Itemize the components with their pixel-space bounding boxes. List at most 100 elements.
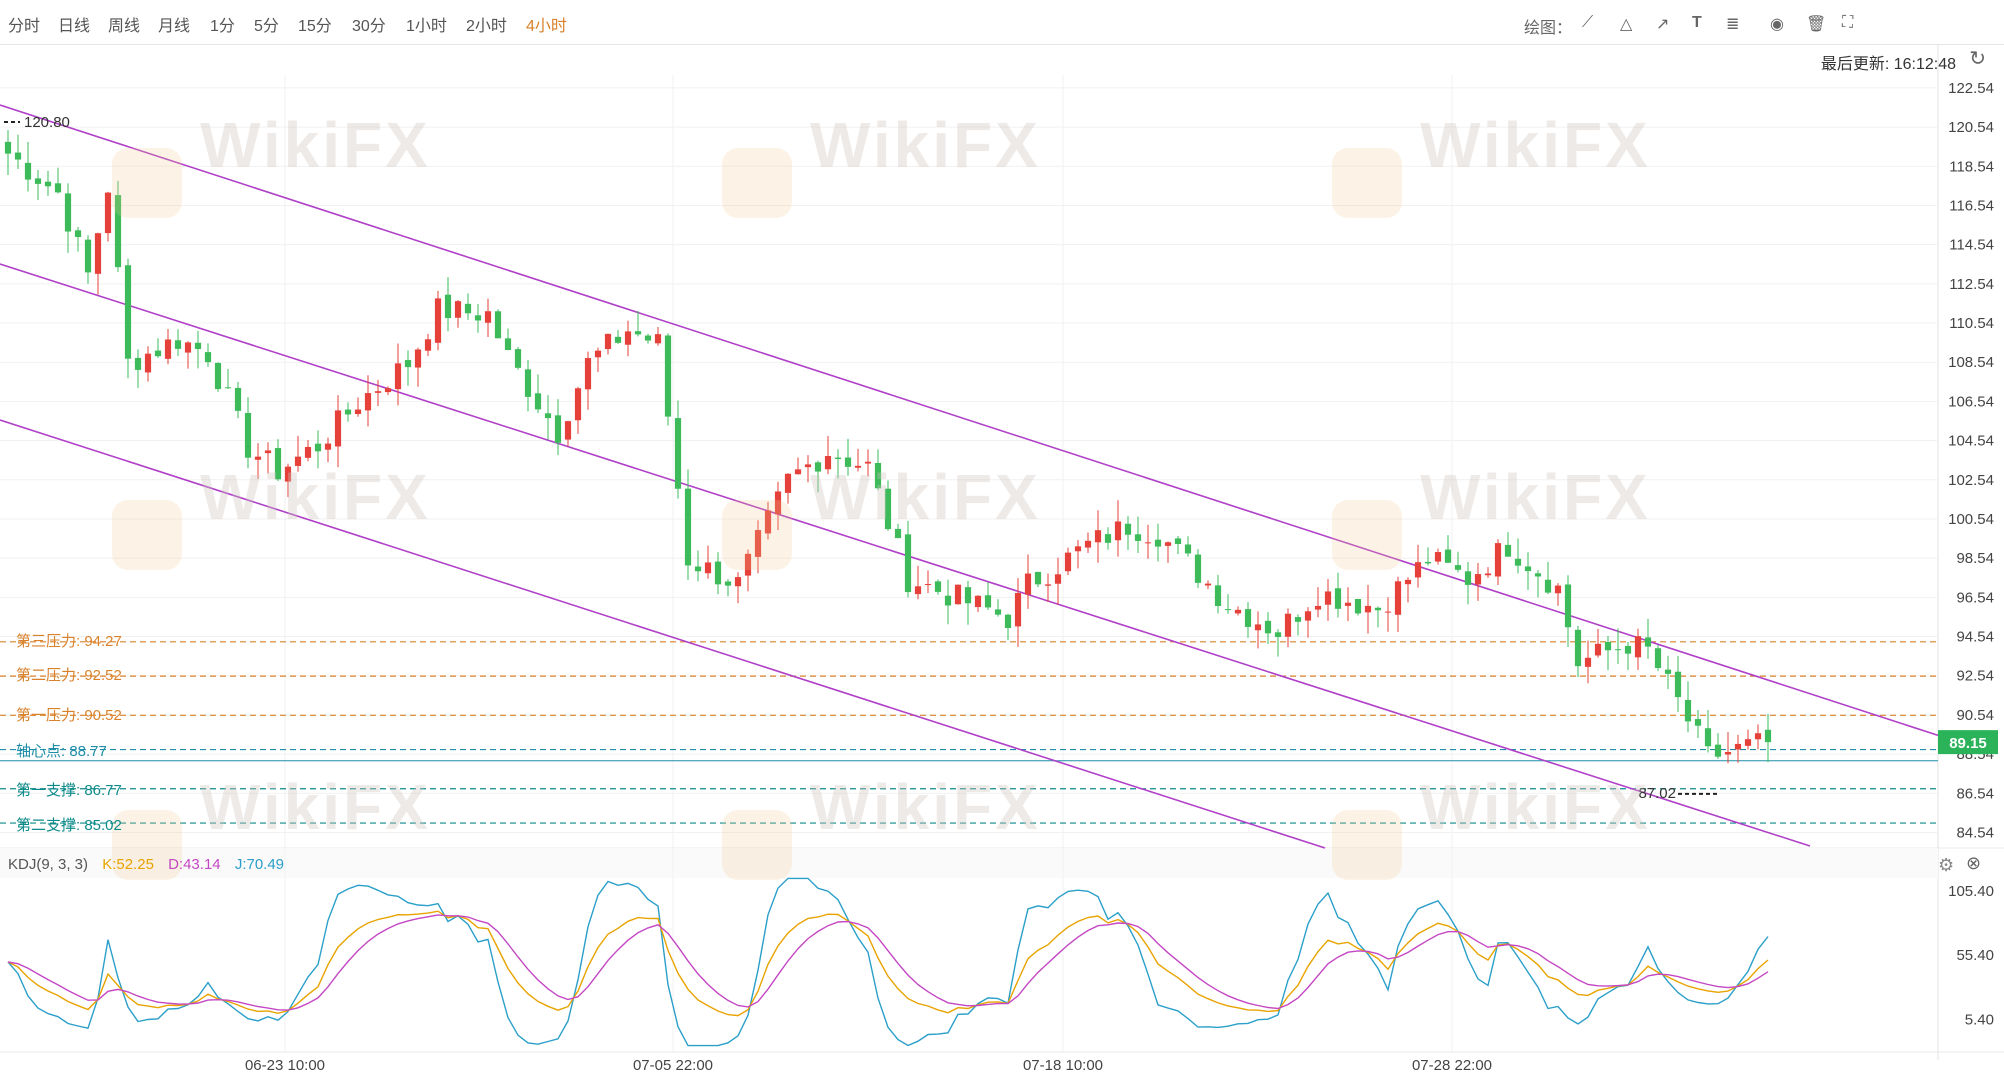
- candle-body: [1724, 751, 1732, 755]
- candle-body: [154, 350, 162, 357]
- y-tick-label: 114.54: [1949, 237, 1994, 254]
- fullscreen-icon[interactable]: ⛶: [1842, 14, 1854, 31]
- candle-body: [634, 331, 642, 335]
- period-tab-active[interactable]: 4小时: [526, 18, 567, 35]
- period-tab[interactable]: 日线: [58, 18, 91, 35]
- candle-body: [704, 562, 712, 574]
- candle-body: [794, 469, 802, 475]
- candle-body: [314, 443, 322, 452]
- channel-lower: [0, 419, 1326, 849]
- resistance-2-label: 第二压力: 92.52: [16, 667, 122, 684]
- candle-body: [1144, 542, 1152, 544]
- visibility-icon[interactable]: ◉: [1770, 16, 1784, 33]
- triangle-icon[interactable]: △: [1620, 16, 1633, 33]
- candle-body: [754, 530, 762, 557]
- period-tab[interactable]: 30分: [352, 18, 386, 35]
- candle-body: [574, 388, 582, 421]
- y-tick-label: 92.54: [1956, 668, 1994, 685]
- candle-body: [984, 595, 992, 608]
- candle-body: [1594, 643, 1602, 656]
- period-tab[interactable]: 分时: [8, 18, 41, 35]
- watermark: WikiFX: [810, 109, 1041, 181]
- low-marker-label: 87.02: [1638, 785, 1676, 802]
- candle-body: [1504, 544, 1512, 557]
- candle-body: [844, 457, 852, 467]
- candle-body: [1014, 593, 1022, 627]
- candle-body: [854, 465, 862, 468]
- candle-body: [924, 584, 932, 586]
- y-tick-label: 86.54: [1956, 785, 1994, 802]
- x-tick-label: 06-23 10:00: [245, 1057, 325, 1074]
- y-tick-label: 100.54: [1948, 511, 1994, 528]
- watermark: WikiFX: [200, 461, 431, 533]
- period-tab[interactable]: 15分: [298, 18, 332, 35]
- candle-body: [914, 586, 922, 595]
- x-tick-label: 07-05 22:00: [633, 1057, 713, 1074]
- period-tab[interactable]: 周线: [108, 18, 141, 35]
- candle-body: [274, 448, 282, 480]
- period-tab[interactable]: 1分: [210, 18, 235, 35]
- candle-body: [1564, 584, 1572, 628]
- candle-body: [1534, 573, 1542, 577]
- update-bar: 最后更新: 16:12:48 ↻: [0, 44, 2004, 74]
- kdj-y-tick: 105.40: [1948, 883, 1994, 900]
- candle-body: [1024, 573, 1032, 595]
- candle-body: [964, 587, 972, 604]
- candle-body: [214, 362, 222, 390]
- candle-body: [714, 561, 722, 585]
- period-tab[interactable]: 2小时: [466, 18, 507, 35]
- candle-body: [464, 303, 472, 314]
- x-tick-label: 07-18 10:00: [1023, 1057, 1103, 1074]
- y-tick-label: 122.54: [1948, 80, 1994, 97]
- candle-body: [594, 350, 602, 358]
- candle-body: [394, 363, 402, 390]
- trash-icon[interactable]: 🗑: [1806, 16, 1827, 33]
- kdj-name: KDJ(9, 3, 3): [8, 856, 89, 873]
- candle-body: [1264, 620, 1272, 634]
- period-tab[interactable]: 1小时: [406, 18, 447, 35]
- y-tick-label: 116.54: [1949, 197, 1994, 214]
- x-tick-label: 07-28 22:00: [1412, 1057, 1492, 1074]
- refresh-icon[interactable]: ↻: [1969, 48, 1986, 70]
- arrow-icon[interactable]: ↗: [1656, 16, 1670, 33]
- candle-body: [764, 510, 772, 534]
- candle-body: [1224, 609, 1232, 611]
- candle-body: [614, 336, 622, 343]
- fibonacci-icon[interactable]: ≣: [1726, 16, 1740, 33]
- candle-body: [1624, 645, 1632, 654]
- candle-body: [1154, 539, 1162, 547]
- candle-body: [774, 491, 782, 515]
- kdj-close-icon[interactable]: ⊗: [1966, 853, 1982, 873]
- candle-body: [84, 239, 92, 273]
- candle-body: [304, 446, 312, 458]
- current-price-label: 89.15: [1949, 735, 1987, 752]
- candle-body: [994, 609, 1002, 615]
- kdj-d-value: D:43.14: [168, 856, 221, 873]
- candle-body: [1084, 540, 1092, 548]
- watermark-logo: [722, 810, 792, 880]
- candle-body: [1474, 574, 1482, 585]
- candle-body: [44, 181, 52, 187]
- candle-body: [34, 178, 42, 184]
- candle-body: [944, 595, 952, 606]
- candle-body: [1584, 657, 1592, 667]
- candle-body: [564, 421, 572, 440]
- candle-body: [64, 193, 72, 232]
- text-tool-icon[interactable]: T: [1692, 14, 1702, 31]
- candle-body: [1174, 538, 1182, 544]
- candle-body: [1254, 624, 1262, 631]
- candle-body: [224, 387, 232, 389]
- candle-body: [24, 162, 32, 180]
- period-tab[interactable]: 月线: [158, 18, 191, 35]
- watermark: WikiFX: [810, 461, 1041, 533]
- candle-body: [1714, 744, 1722, 757]
- candle-body: [174, 340, 182, 349]
- candle-body: [414, 349, 422, 368]
- period-tab[interactable]: 5分: [254, 18, 279, 35]
- candle-body: [1634, 636, 1642, 658]
- candle-body: [204, 352, 212, 363]
- candle-body: [814, 462, 822, 472]
- kdj-settings-icon[interactable]: ⚙: [1938, 855, 1955, 875]
- candle-body: [1554, 585, 1562, 594]
- line-segment-icon[interactable]: ⟋: [1582, 14, 1594, 31]
